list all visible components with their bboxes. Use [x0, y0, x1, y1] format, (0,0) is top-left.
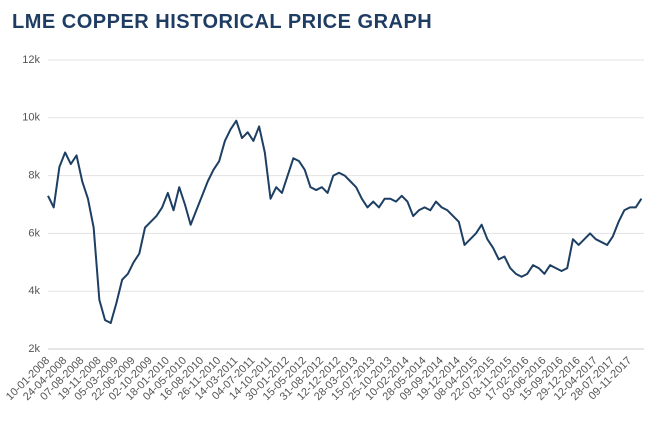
y-tick-label: 2k [28, 343, 40, 355]
y-tick-label: 12k [22, 54, 40, 66]
y-tick-label: 4k [28, 285, 40, 297]
y-tick-label: 10k [22, 112, 40, 124]
y-tick-label: 8k [28, 170, 40, 182]
chart-title: LME COPPER HISTORICAL PRICE GRAPH [12, 11, 432, 33]
y-tick-label: 6k [28, 227, 40, 239]
price-line [47, 119, 643, 324]
